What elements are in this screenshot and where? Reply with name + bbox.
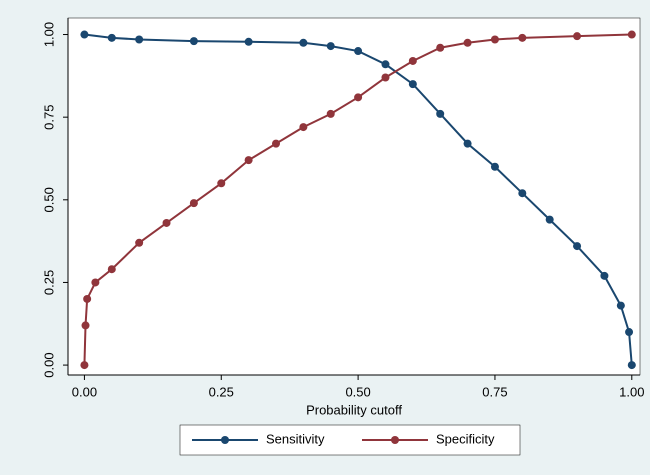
x-tick-label: 1.00 bbox=[619, 384, 644, 399]
data-point bbox=[299, 39, 307, 47]
data-point bbox=[628, 361, 636, 369]
data-point bbox=[436, 44, 444, 52]
data-point bbox=[354, 93, 362, 101]
data-point bbox=[299, 123, 307, 131]
x-tick-label: 0.50 bbox=[345, 384, 370, 399]
y-tick-label: 0.75 bbox=[41, 105, 56, 130]
x-axis-title: Probability cutoff bbox=[306, 402, 402, 417]
data-point bbox=[190, 199, 198, 207]
data-point bbox=[409, 80, 417, 88]
data-point bbox=[518, 189, 526, 197]
data-point bbox=[409, 57, 417, 65]
data-point bbox=[617, 302, 625, 310]
data-point bbox=[245, 156, 253, 164]
data-point bbox=[272, 140, 280, 148]
data-point bbox=[464, 39, 472, 47]
data-point bbox=[245, 38, 253, 46]
y-tick-label: 0.25 bbox=[41, 270, 56, 295]
data-point bbox=[628, 31, 636, 39]
data-point bbox=[546, 216, 554, 224]
x-tick-label: 0.25 bbox=[209, 384, 234, 399]
data-point bbox=[91, 278, 99, 286]
chart: Probability cutoff 0.00 0.25 0.50 0.75 1.00 0… bbox=[0, 0, 650, 475]
data-point bbox=[108, 34, 116, 42]
data-point bbox=[491, 163, 499, 171]
y-tick-label: 0.00 bbox=[41, 352, 56, 377]
plot-area bbox=[68, 18, 640, 375]
data-point bbox=[381, 60, 389, 68]
data-point bbox=[80, 31, 88, 39]
data-point bbox=[436, 110, 444, 118]
data-point bbox=[135, 35, 143, 43]
y-tick-label: 0.50 bbox=[41, 187, 56, 212]
data-point bbox=[573, 242, 581, 250]
data-point bbox=[327, 110, 335, 118]
data-point bbox=[83, 295, 91, 303]
legend-label: Sensitivity bbox=[266, 431, 325, 446]
y-tick-label: 1.00 bbox=[41, 22, 56, 47]
data-point bbox=[354, 47, 362, 55]
data-point bbox=[327, 42, 335, 50]
data-point bbox=[80, 361, 88, 369]
legend-label: Specificity bbox=[436, 431, 495, 446]
page: Probability cutoff 0.00 0.25 0.50 0.75 1.00 0… bbox=[0, 0, 650, 475]
legend-marker bbox=[391, 436, 399, 444]
data-point bbox=[518, 34, 526, 42]
data-point bbox=[190, 37, 198, 45]
data-point bbox=[600, 272, 608, 280]
data-point bbox=[491, 35, 499, 43]
data-point bbox=[625, 328, 633, 336]
x-tick-label: 0.75 bbox=[482, 384, 507, 399]
data-point bbox=[573, 32, 581, 40]
legend-marker bbox=[221, 436, 229, 444]
data-point bbox=[217, 179, 225, 187]
data-point bbox=[82, 321, 90, 329]
data-point bbox=[163, 219, 171, 227]
data-point bbox=[135, 239, 143, 247]
x-tick-label: 0.00 bbox=[72, 384, 97, 399]
data-point bbox=[108, 265, 116, 273]
data-point bbox=[381, 74, 389, 82]
data-point bbox=[464, 140, 472, 148]
